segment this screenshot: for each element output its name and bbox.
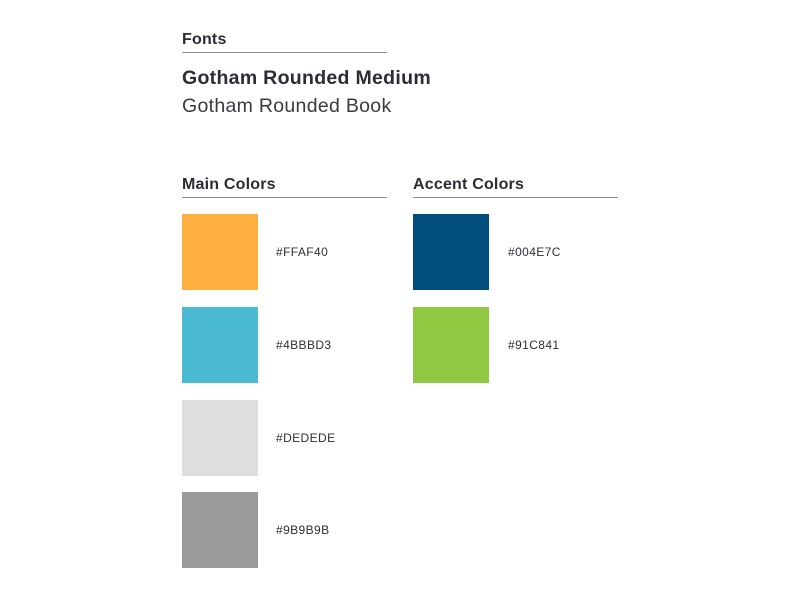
- fonts-divider: [182, 52, 387, 53]
- font-sample-book: Gotham Rounded Book: [182, 95, 392, 117]
- color-hex-label: #4BBBD3: [276, 338, 332, 352]
- color-hex-label: #DEDEDE: [276, 431, 336, 445]
- main-colors-divider: [182, 197, 387, 198]
- color-hex-label: #9B9B9B: [276, 523, 330, 537]
- color-hex-label: #004E7C: [508, 245, 561, 259]
- color-swatch-orange: [182, 214, 258, 290]
- color-swatch-green: [413, 307, 489, 383]
- accent-colors-divider: [413, 197, 618, 198]
- font-sample-medium: Gotham Rounded Medium: [182, 67, 431, 89]
- color-swatch-navy: [413, 214, 489, 290]
- fonts-heading: Fonts: [182, 31, 227, 48]
- color-hex-label: #FFAF40: [276, 245, 329, 259]
- color-swatch-gray: [182, 492, 258, 568]
- main-colors-heading: Main Colors: [182, 176, 276, 193]
- color-swatch-cyan: [182, 307, 258, 383]
- accent-colors-heading: Accent Colors: [413, 176, 525, 193]
- color-swatch-light-gray: [182, 400, 258, 476]
- color-hex-label: #91C841: [508, 338, 560, 352]
